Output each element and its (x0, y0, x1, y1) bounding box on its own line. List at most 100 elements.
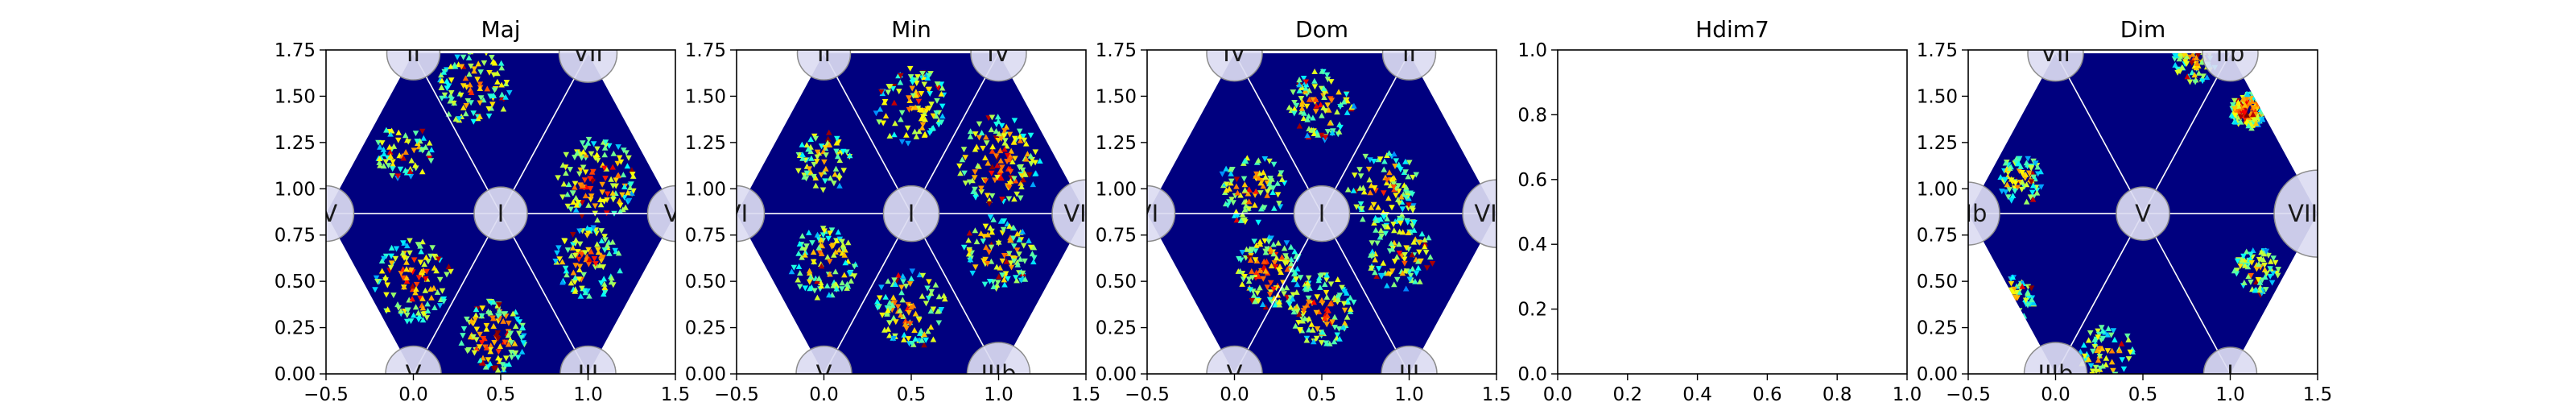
heat-cell (436, 303, 444, 309)
heat-cell (477, 357, 484, 363)
heat-cell (576, 263, 584, 270)
heat-cell (456, 116, 463, 122)
heat-cell (818, 251, 825, 256)
heat-cell (799, 141, 806, 147)
heat-cell (906, 309, 912, 316)
heat-cell (427, 158, 435, 164)
node-circle (1968, 181, 2000, 246)
heat-cell (795, 168, 802, 174)
heat-cell (487, 93, 493, 100)
heat-cell (1270, 241, 1277, 247)
heat-cell (898, 289, 905, 296)
heat-cell (462, 75, 469, 81)
heat-cell (886, 320, 893, 326)
heat-cell (1022, 171, 1029, 177)
heat-cell (594, 241, 601, 247)
heat-cell (582, 145, 588, 151)
heat-cell (404, 312, 411, 318)
heat-cell (1251, 201, 1258, 208)
heat-cell (407, 173, 415, 180)
heat-cell (897, 79, 904, 85)
heat-cell (376, 156, 383, 161)
heat-cell (802, 247, 808, 253)
heat-cell (831, 251, 837, 258)
y-tick-label: 0.75 (685, 226, 726, 247)
heat-cell (580, 164, 587, 171)
heat-cell (1256, 175, 1262, 181)
heat-cell (1032, 160, 1038, 166)
heat-cell (2270, 255, 2277, 262)
heat-cell (1314, 326, 1321, 332)
heat-cell (2259, 277, 2266, 284)
y-axis: 0.000.250.500.751.001.251.501.75 (685, 40, 737, 385)
heat-cell (2231, 97, 2238, 104)
heat-cell (418, 248, 424, 255)
heat-cell (1353, 204, 1360, 210)
heat-cell (1393, 158, 1400, 164)
heat-cell (809, 240, 815, 247)
heat-cell (1374, 240, 1381, 247)
heat-cell (995, 138, 1001, 143)
heat-cell (506, 89, 513, 96)
heat-cell (405, 307, 411, 313)
heat-cell (564, 191, 571, 197)
heat-cell (1402, 268, 1409, 274)
heat-cell (1317, 273, 1323, 280)
heat-cell (491, 340, 497, 346)
chord-node: IIb (2202, 50, 2259, 82)
heat-cell (972, 227, 979, 234)
heat-cell (1229, 167, 1236, 172)
heat-cell (572, 274, 579, 280)
heat-cell (1013, 230, 1021, 237)
heat-cell (590, 225, 597, 231)
node-label: IV (315, 200, 338, 227)
heat-cell (807, 136, 814, 142)
x-tick-label: 1.0 (1394, 384, 1424, 405)
heat-cell (1268, 178, 1274, 185)
heat-cell (512, 350, 519, 356)
heat-cell (2090, 376, 2096, 382)
heat-cell (411, 147, 417, 154)
heat-cell (811, 161, 818, 168)
heat-cell (452, 115, 460, 122)
heat-cell (1410, 174, 1416, 180)
heat-cell (810, 259, 817, 265)
heat-cell (2250, 111, 2256, 118)
chord-node: V (385, 345, 442, 374)
heat-cell (1234, 189, 1241, 196)
heat-cell (844, 280, 851, 287)
heat-cell (581, 177, 588, 184)
heat-cell (626, 185, 634, 191)
heat-cell (439, 77, 445, 84)
heat-cell (988, 258, 995, 264)
heat-cell (1272, 263, 1279, 270)
heat-cell (2008, 177, 2015, 184)
heat-cell (552, 259, 559, 264)
heat-cell (898, 110, 906, 116)
heat-cell (1006, 157, 1013, 163)
heat-cell (1397, 193, 1405, 200)
heat-cell (617, 268, 623, 274)
heat-cell (2028, 165, 2035, 172)
heat-cell (832, 165, 840, 172)
heat-cell (914, 81, 920, 86)
heat-cell (601, 291, 607, 297)
heat-cell (912, 104, 919, 110)
node-circle (2273, 169, 2318, 258)
heat-cell (599, 189, 605, 196)
heat-cell (1375, 204, 1381, 210)
heat-cell (1245, 276, 1253, 283)
heat-cell (1311, 338, 1317, 345)
heat-cell (2029, 297, 2035, 303)
x-tick-label: 0.0 (1220, 384, 1249, 405)
heat-cell (897, 307, 903, 313)
heat-cell (918, 327, 924, 334)
heat-cell (815, 275, 823, 281)
heat-cell (572, 288, 579, 294)
heat-cell (830, 282, 836, 288)
heat-cell (972, 169, 978, 176)
y-tick-label: 1.75 (1096, 40, 1137, 61)
heat-cell (422, 276, 429, 282)
heat-cell (1306, 126, 1312, 131)
heat-cell (2017, 280, 2024, 287)
